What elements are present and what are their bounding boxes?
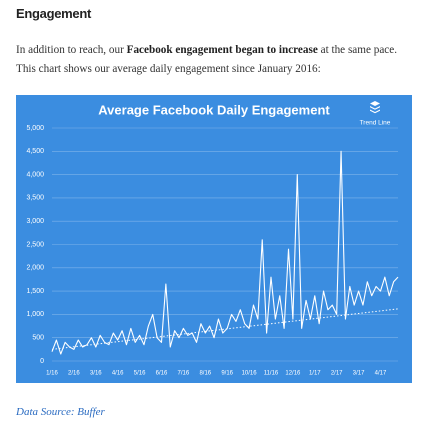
x-tick-label: 7/16 — [178, 371, 190, 377]
x-tick-label: 9/16 — [221, 371, 233, 377]
y-tick-label: 4,000 — [26, 171, 44, 178]
x-tick-label: 10/16 — [242, 371, 258, 377]
y-tick-label: 4,500 — [26, 148, 44, 155]
chart: Average Facebook Daily Engagement 0 500 1,… — [16, 95, 412, 383]
intro-text: at the same pace. This chart shows our a… — [16, 44, 398, 75]
x-tick-label: 2/17 — [331, 371, 343, 377]
x-tick-label: 8/16 — [199, 371, 211, 377]
x-tick-label: 3/17 — [353, 371, 365, 377]
x-tick-label: 3/16 — [90, 371, 102, 377]
x-tick-label: 11/16 — [264, 371, 279, 377]
intro-paragraph: In addition to reach, our Facebook engag… — [16, 41, 411, 79]
y-tick-label: 1,500 — [26, 288, 44, 295]
intro-text: In addition to reach, our — [16, 44, 127, 56]
y-tick-label: 2,500 — [26, 241, 44, 248]
x-tick-label: 2/16 — [68, 371, 80, 377]
chart-title: Average Facebook Daily Engagement — [98, 102, 330, 117]
y-tick-label: 0 — [40, 358, 44, 365]
x-tick-label: 12/16 — [285, 371, 301, 377]
data-line — [51, 150, 399, 355]
y-tick-label: 3,000 — [26, 218, 44, 225]
y-tick-label: 1,000 — [26, 311, 44, 318]
x-tick-label: 4/17 — [375, 371, 387, 377]
legend-icon — [370, 101, 380, 114]
x-tick-label: 5/16 — [134, 371, 146, 377]
intro-bold: Facebook engagement began to increase — [126, 44, 318, 56]
x-tick-label: 1/17 — [309, 371, 321, 377]
data-source-link[interactable]: Data Source: Buffer — [16, 406, 105, 418]
x-tick-label: 6/16 — [156, 371, 168, 377]
y-tick-label: 3,500 — [26, 195, 44, 202]
legend-label: Trend Line — [360, 120, 391, 127]
chart-background — [16, 95, 412, 383]
x-tick-label: 4/16 — [112, 371, 124, 377]
x-tick-label: 1/16 — [46, 371, 58, 377]
y-tick-label: 500 — [32, 335, 44, 342]
y-tick-label: 5,000 — [26, 125, 44, 132]
section-heading: Engagement — [16, 6, 92, 21]
y-tick-label: 2,000 — [26, 265, 44, 272]
